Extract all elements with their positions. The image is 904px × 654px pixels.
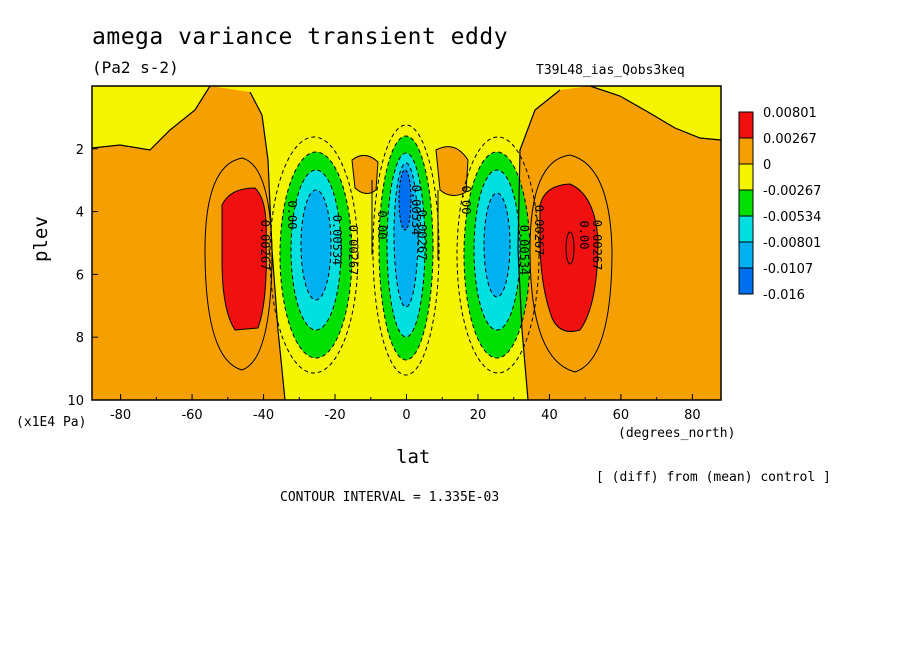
- field-negative-cell-north: [463, 151, 531, 359]
- legend-label: 0: [763, 158, 771, 173]
- contour-label: 0.00: [459, 186, 473, 215]
- x-tick-label: -60: [181, 408, 202, 423]
- field-red-max-north: [539, 183, 599, 332]
- contour-field: [92, 86, 721, 400]
- field-negative-cell-equator: [378, 135, 434, 361]
- legend-label: -0.00534: [763, 210, 821, 225]
- contour-label: 0.00534: [517, 225, 531, 276]
- x-tick-label: 20: [470, 408, 487, 423]
- field-negative-cell-south: [279, 151, 353, 359]
- contour-island-left: [351, 155, 379, 194]
- y-tick-label: 10: [67, 394, 84, 409]
- field-orange-island-left: [352, 155, 378, 194]
- legend-swatch: [738, 267, 754, 295]
- contour-north-positive: [529, 154, 613, 373]
- y-axis: 2 4 6 8 10: [67, 143, 98, 409]
- x-axis-units: (degrees_north): [618, 426, 736, 441]
- contour-south-outer: [269, 136, 359, 374]
- legend-label: 0.00267: [763, 132, 817, 147]
- x-tick-label: 40: [541, 408, 558, 423]
- legend-label: -0.016: [763, 288, 805, 303]
- color-legend: 0.00801 0.00267 0 -0.00267 -0.00534 -0.00801 -…: [738, 106, 821, 303]
- x-tick-label: -40: [253, 408, 274, 423]
- legend-label: 0.00801: [763, 106, 817, 121]
- contour-north-outer: [456, 136, 540, 374]
- x-tick-label: -20: [324, 408, 345, 423]
- contour-label: 0.00534: [330, 215, 344, 266]
- contour-label: 0.00: [375, 211, 389, 240]
- y-axis-units: (x1E4 Pa): [16, 415, 87, 430]
- x-tick-label: 0: [402, 408, 410, 423]
- legend-swatch: [738, 163, 754, 191]
- legend-swatch: [738, 189, 754, 217]
- contour-label: 0.00267: [590, 220, 604, 271]
- run-name: T39L48_ias_Qobs3keq: [536, 63, 685, 78]
- contour-label: 0.00: [285, 201, 299, 230]
- contour-north-small: [565, 231, 575, 265]
- legend-swatch: [738, 215, 754, 243]
- contour-equator-outer: [372, 124, 440, 376]
- x-tick-label: 60: [613, 408, 630, 423]
- legend-label: -0.00267: [763, 184, 821, 199]
- contour-label: 0.00267: [415, 210, 429, 261]
- field-orange-island-right: [436, 146, 468, 196]
- contour-label: 0.00267: [532, 205, 546, 256]
- cell-equator-blue: [398, 169, 412, 231]
- contour-south-zero: [92, 86, 286, 400]
- legend-label: -0.00801: [763, 236, 821, 251]
- contour-label: 0.00267: [258, 220, 272, 271]
- legend-swatch: [738, 137, 754, 165]
- contour-north-zero: [517, 86, 721, 400]
- x-axis-label: lat: [396, 446, 431, 468]
- cell-north-lightblue: [483, 192, 511, 298]
- legend-swatch: [738, 111, 754, 139]
- field-red-max-south: [221, 187, 267, 331]
- x-tick-label: 80: [684, 408, 701, 423]
- y-tick-label: 8: [76, 331, 84, 346]
- chart-units: (Pa2 s-2): [92, 58, 179, 77]
- x-tick-label: -80: [110, 408, 131, 423]
- legend-swatch: [738, 241, 754, 269]
- contour-label: 0.00267: [346, 225, 360, 276]
- legend-label: -0.0107: [763, 262, 813, 277]
- contour-interval: CONTOUR INTERVAL = 1.335E-03: [280, 490, 500, 505]
- diff-note: [ (diff) from (mean) control ]: [596, 470, 831, 485]
- y-tick-label: 4: [76, 206, 84, 221]
- contour-label: 0.00: [577, 221, 591, 250]
- contour-island-right: [435, 146, 469, 196]
- contour-label: 0.00534: [409, 185, 423, 236]
- chart-title: amega variance transient eddy: [92, 24, 509, 50]
- y-tick-label: 6: [76, 268, 84, 283]
- cell-south-lightblue: [300, 189, 332, 301]
- x-axis: -80 -60 -40 -20 0 20 40 60 80: [110, 394, 701, 423]
- y-tick-label: 2: [76, 143, 84, 158]
